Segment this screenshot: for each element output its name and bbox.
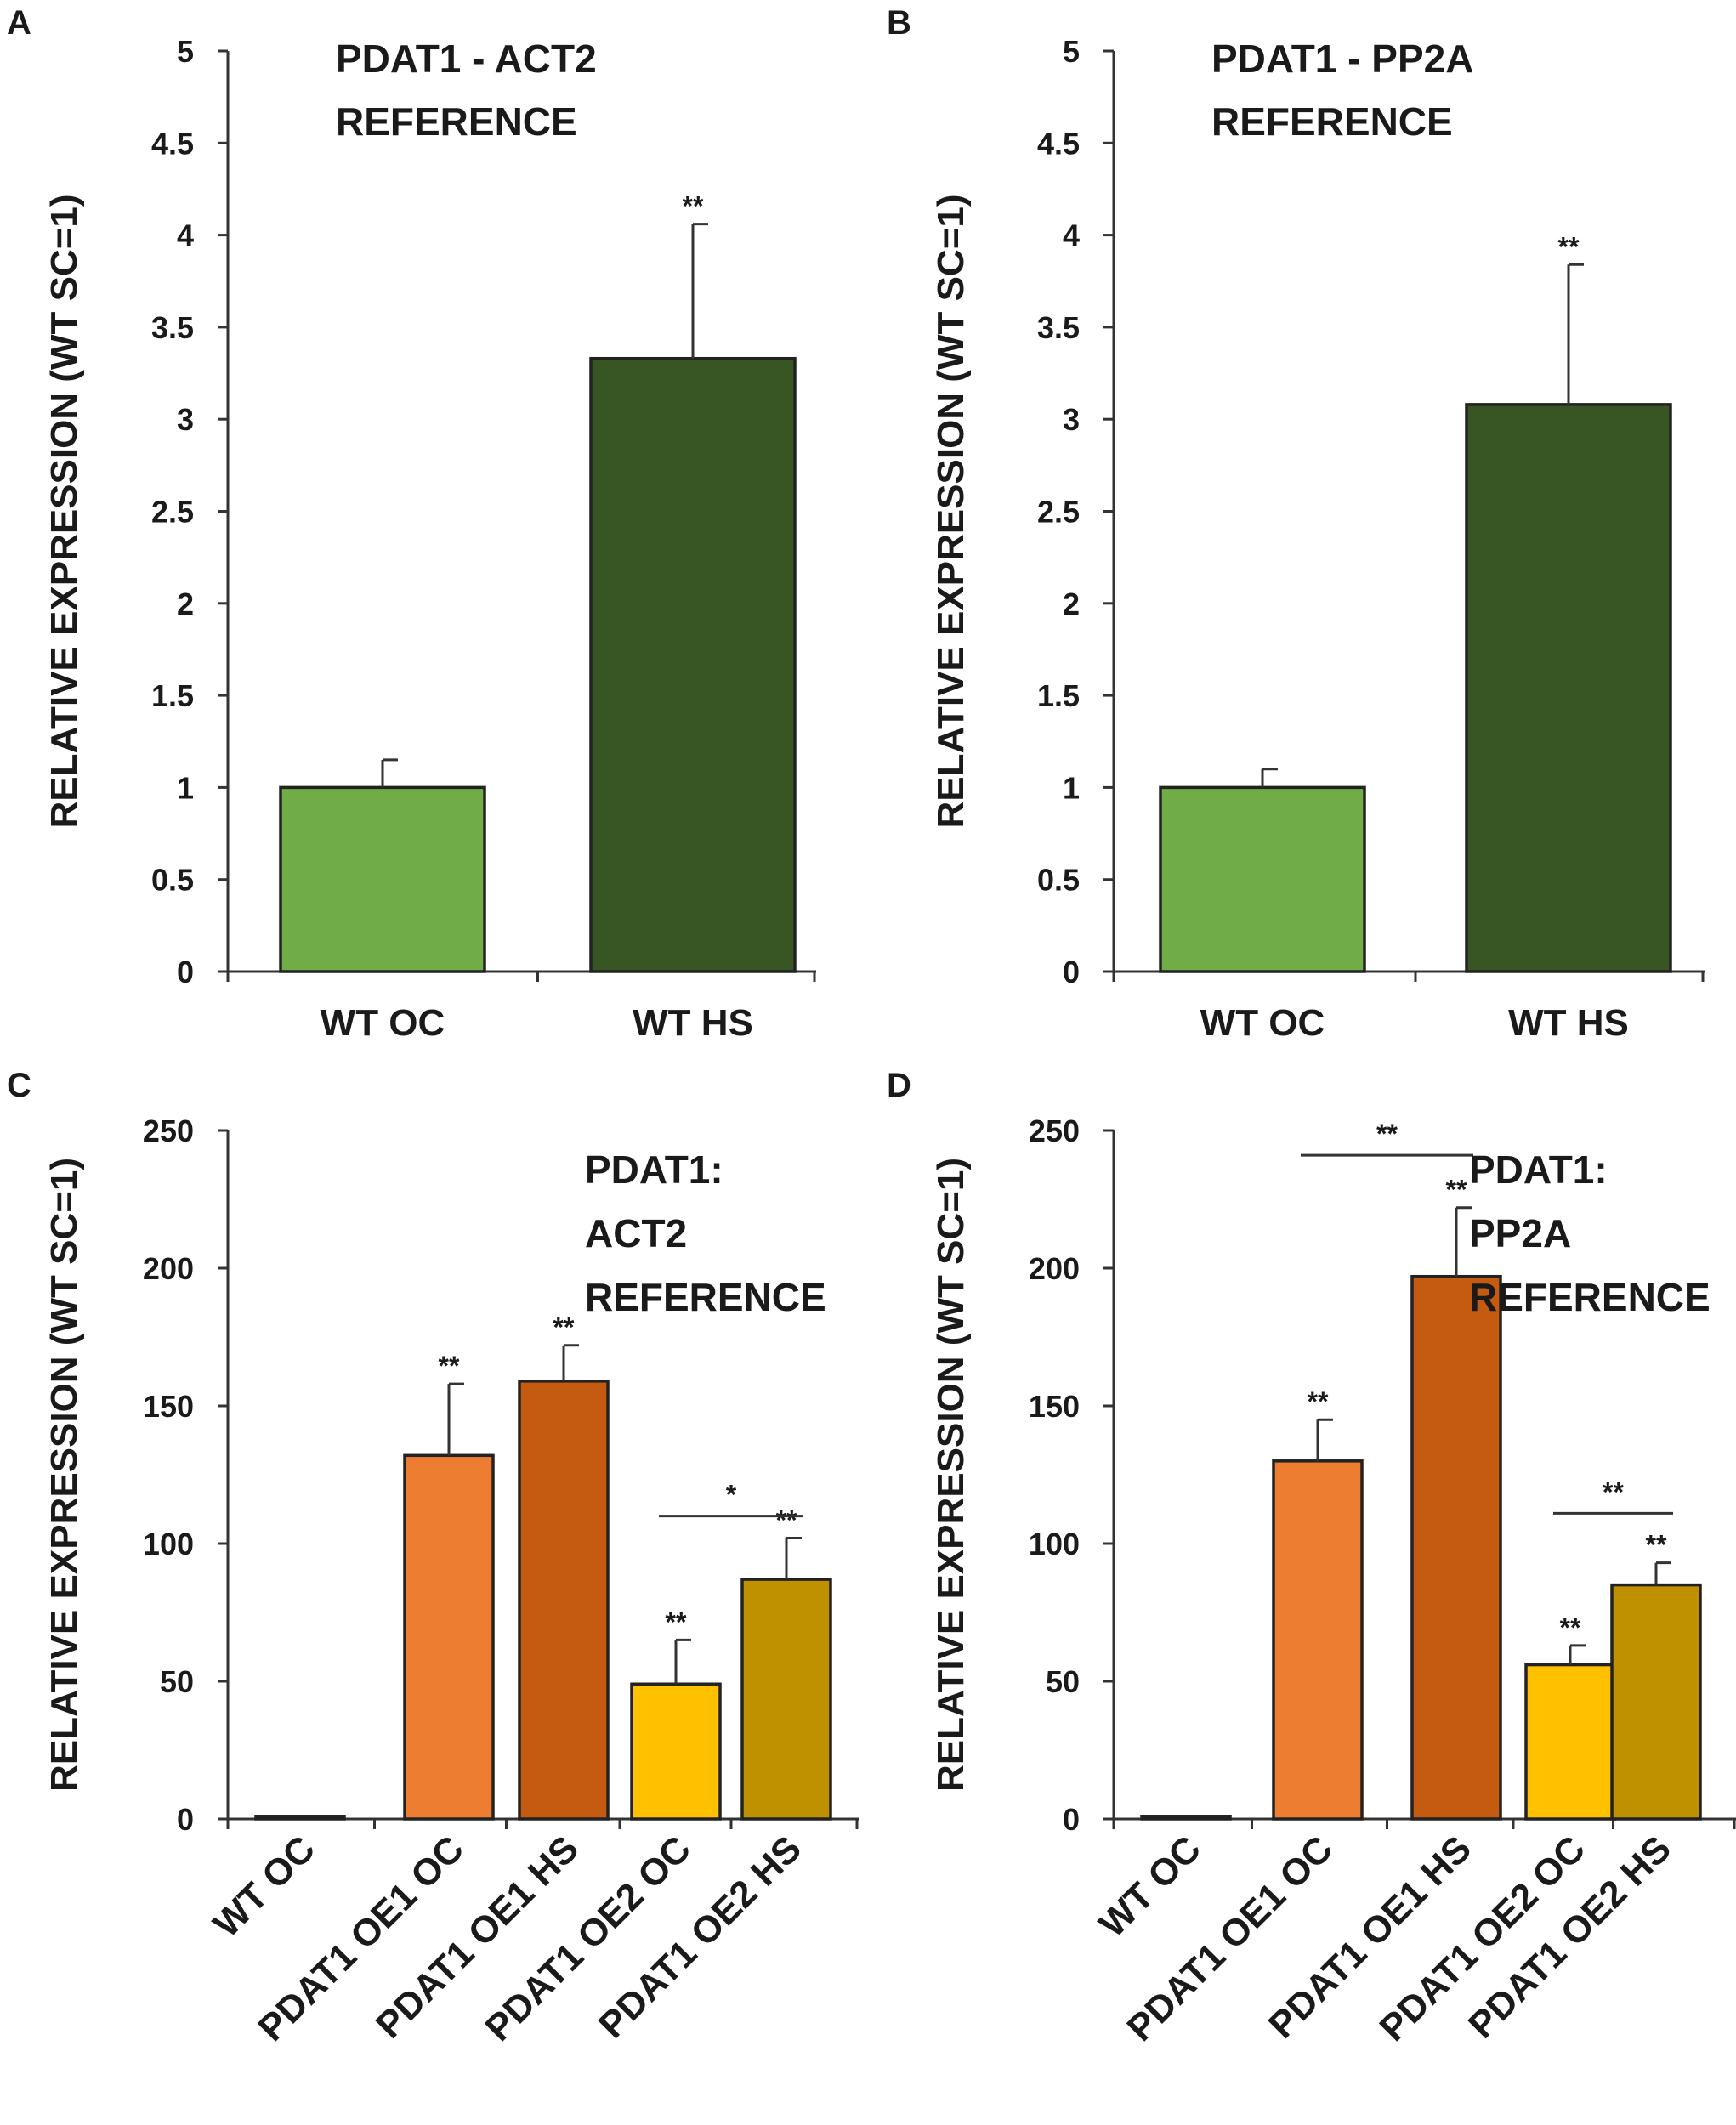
y-tick-label: 2.5: [151, 495, 194, 530]
y-tick-label: 250: [143, 1114, 194, 1148]
y-tick-label: 4.5: [151, 126, 194, 161]
significance-marker: **: [1558, 231, 1580, 262]
significance-marker: **: [666, 1606, 687, 1637]
y-tick-label: 2: [177, 586, 194, 621]
bracket-label: *: [726, 1480, 737, 1510]
category-label: PDAT1 OE2 HS: [591, 1828, 809, 2046]
bracket-label: **: [1603, 1476, 1624, 1507]
y-tick-label: 4.5: [1037, 126, 1080, 161]
panel-b: B 0 0.5 1 1.5 2 2.5 3 3.5 4 4.5 5 RELATIVE EXPRESSIO…: [887, 4, 1705, 1044]
panel-a: A 0 0.5 1 1.5 2 2.5 3 3.5 4 4.5 5 RELATIVE EXPRESSIO…: [7, 4, 816, 1044]
panel-letter: D: [887, 1067, 911, 1104]
bar-1: [254, 1815, 346, 1821]
y-tick-label: 5: [177, 34, 194, 69]
annotation-line: ACT2: [585, 1211, 687, 1255]
significance-marker: **: [439, 1351, 460, 1381]
bar-2: [1272, 1459, 1364, 1821]
y-tick-label: 0.5: [151, 863, 194, 898]
bar-1: [1159, 785, 1366, 973]
y-tick-label: 0: [1063, 1802, 1080, 1837]
panel-letter: A: [7, 4, 31, 42]
y-tick-label: 100: [143, 1527, 194, 1561]
y-tick-label: 100: [1029, 1527, 1080, 1561]
bar-5: [740, 1578, 832, 1821]
category-label: WT OC: [1092, 1828, 1209, 1945]
panel-letter: C: [7, 1067, 31, 1104]
panel-c: C 0 50 100 150 200 250 RELATIVE EXPRESSION (WT …: [7, 1067, 859, 2049]
panel-d: D 0 50 100 150 200 250 RELATIVE EXPRESSION (WT …: [887, 1067, 1736, 2049]
y-tick-label: 0: [177, 1802, 194, 1837]
significance-marker: **: [1560, 1612, 1581, 1643]
bar-3: [518, 1380, 610, 1821]
bar-1: [279, 785, 486, 973]
y-tick-label: 1.5: [151, 678, 194, 713]
y-tick-label: 150: [1029, 1389, 1080, 1424]
annotation-line: PDAT1 - ACT2: [336, 37, 597, 81]
category-label: WT OC: [206, 1828, 323, 1945]
significance-marker: **: [1446, 1175, 1467, 1205]
annotation-line: PP2A: [1469, 1211, 1571, 1255]
y-tick-label: 50: [160, 1664, 194, 1699]
annotation-line: REFERENCE: [1469, 1275, 1710, 1319]
bar-4: [1524, 1663, 1616, 1821]
y-tick-label: 4: [177, 218, 194, 253]
y-tick-label: 2.5: [1037, 495, 1080, 530]
y-tick-label: 0: [177, 955, 194, 989]
bar-2: [1465, 403, 1672, 973]
bar-5: [1610, 1583, 1702, 1821]
annotation-line: REFERENCE: [1211, 99, 1453, 144]
y-tick-label: 5: [1063, 34, 1080, 69]
bar-1: [1140, 1815, 1232, 1821]
y-tick-label: 200: [143, 1251, 194, 1286]
y-axis-title: RELATIVE EXPRESSION (WT SC=1): [930, 194, 972, 828]
y-tick-label: 1.5: [1037, 678, 1080, 713]
y-axis-title: RELATIVE EXPRESSION (WT SC=1): [43, 1158, 85, 1792]
significance-marker: **: [683, 191, 704, 222]
y-tick-label: 1: [1063, 770, 1080, 805]
y-tick-label: 200: [1029, 1251, 1080, 1286]
bar-2: [403, 1454, 495, 1821]
y-tick-label: 2: [1063, 586, 1080, 621]
significance-marker: **: [1646, 1530, 1667, 1561]
bracket-label: **: [1376, 1119, 1398, 1149]
annotation-line: PDAT1 - PP2A: [1211, 37, 1473, 81]
annotation-line: PDAT1:: [585, 1148, 723, 1192]
y-tick-label: 0.5: [1037, 863, 1080, 898]
y-tick-label: 250: [1029, 1114, 1080, 1148]
category-label: WT HS: [633, 1002, 753, 1044]
y-tick-label: 1: [177, 770, 194, 805]
y-tick-label: 50: [1046, 1664, 1080, 1699]
y-tick-label: 4: [1063, 218, 1080, 253]
bar-4: [630, 1682, 722, 1821]
y-tick-label: 150: [143, 1389, 194, 1424]
y-tick-label: 0: [1063, 955, 1080, 989]
category-label: PDAT1 OE1 HS: [368, 1828, 587, 2046]
annotation-line: REFERENCE: [336, 99, 577, 144]
significance-marker: **: [553, 1312, 575, 1343]
y-tick-label: 3.5: [151, 310, 194, 345]
category-label: WT HS: [1508, 1002, 1629, 1044]
significance-marker: **: [1308, 1386, 1329, 1417]
y-axis-title: RELATIVE EXPRESSION (WT SC=1): [930, 1158, 972, 1792]
y-tick-label: 3: [1063, 402, 1080, 437]
y-tick-label: 3: [177, 402, 194, 437]
panel-letter: B: [887, 4, 911, 42]
significance-marker: **: [776, 1505, 797, 1536]
category-label: WT OC: [321, 1002, 445, 1044]
annotation-line: PDAT1:: [1469, 1148, 1608, 1192]
category-label: PDAT1 OE2 OC: [478, 1828, 700, 2049]
bar-3: [1410, 1274, 1502, 1821]
category-label: WT OC: [1200, 1002, 1325, 1044]
annotation-line: REFERENCE: [585, 1275, 826, 1319]
bar-2: [589, 356, 797, 973]
y-tick-label: 3.5: [1037, 310, 1080, 345]
y-axis-title: RELATIVE EXPRESSION (WT SC=1): [43, 194, 85, 828]
